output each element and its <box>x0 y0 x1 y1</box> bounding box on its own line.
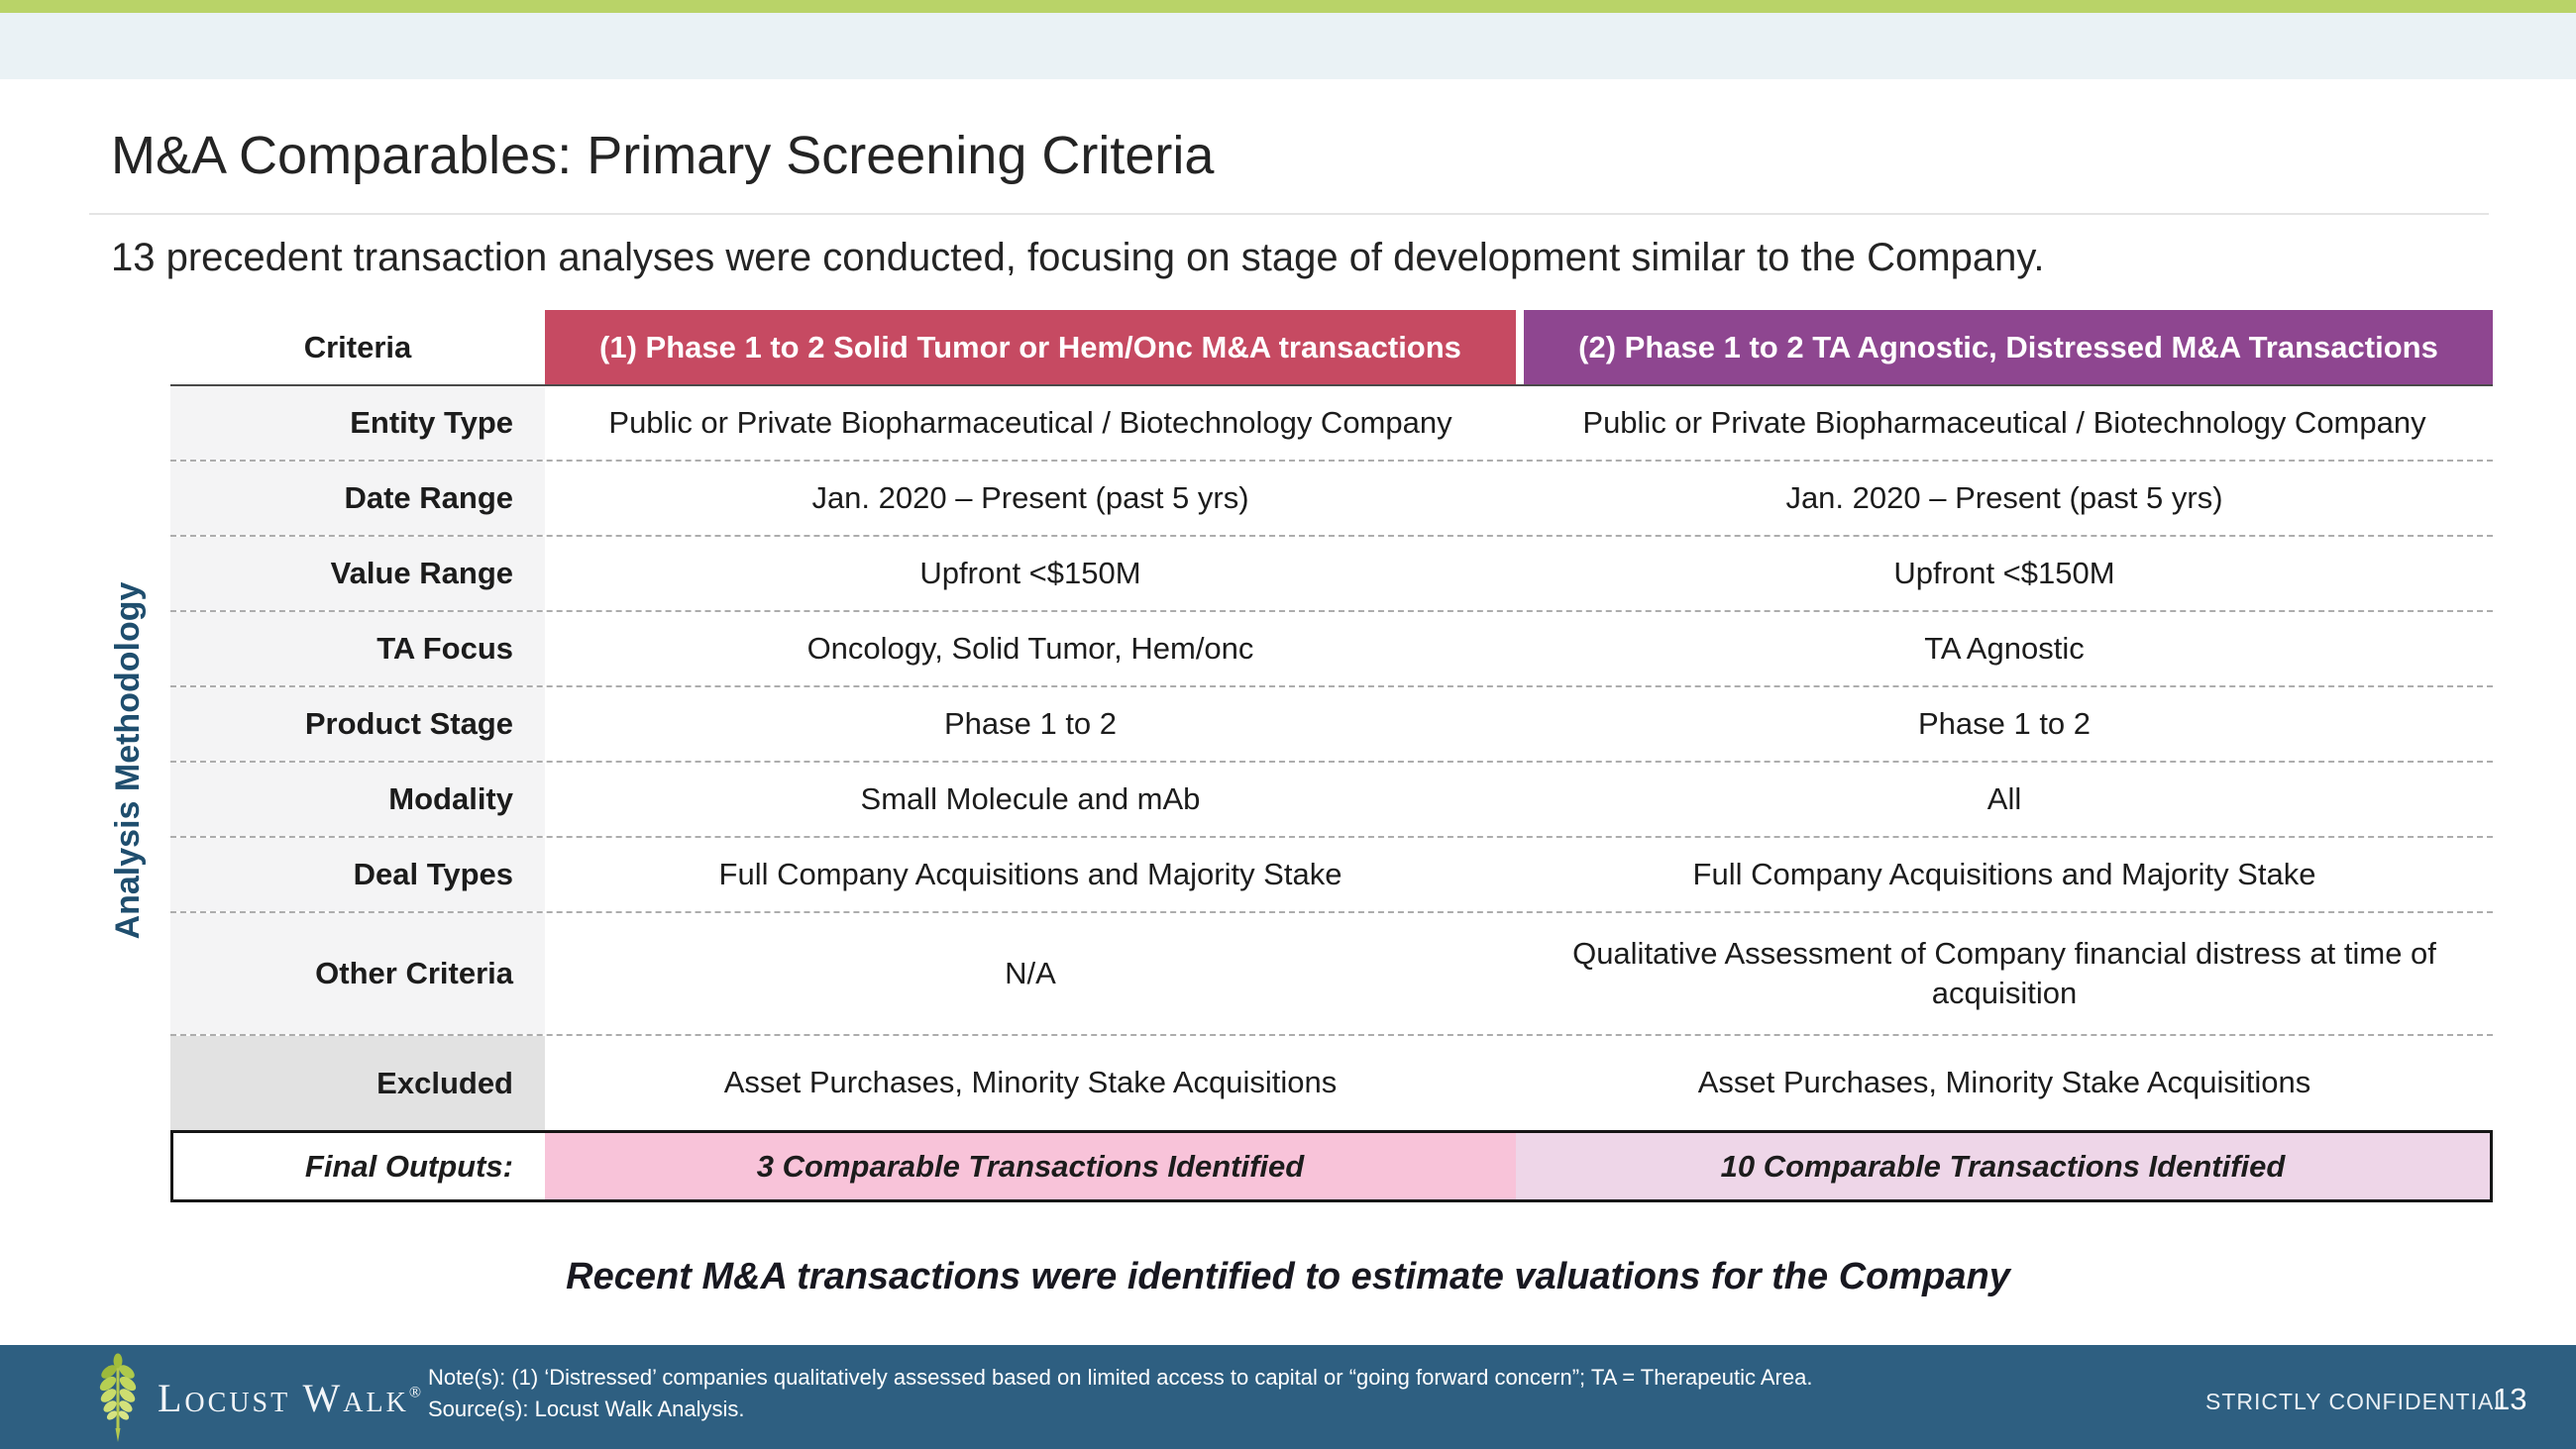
row-label: Date Range <box>170 462 545 535</box>
cell-screen2: All <box>1516 763 2493 836</box>
final-outputs-row: Final Outputs: 3 Comparable Transactions… <box>170 1130 2493 1202</box>
cell-screen2: Jan. 2020 – Present (past 5 yrs) <box>1516 462 2493 535</box>
cell-screen2: Qualitative Assessment of Company financ… <box>1516 913 2493 1034</box>
title-divider <box>89 213 2489 215</box>
table-row-other-criteria: Other Criteria N/A Qualitative Assessmen… <box>170 913 2493 1036</box>
page-title: M&A Comparables: Primary Screening Crite… <box>111 126 1215 185</box>
top-accent-bar <box>0 0 2576 13</box>
table-row-entity-type: Entity Type Public or Private Biopharmac… <box>170 386 2493 462</box>
screen1-column-header: (1) Phase 1 to 2 Solid Tumor or Hem/Onc … <box>545 310 1516 384</box>
cell-screen1: N/A <box>545 913 1516 1034</box>
header-gap <box>1516 310 1524 384</box>
top-strip <box>0 13 2576 79</box>
footnotes: Note(s): (1) ‘Distressed’ companies qual… <box>428 1362 1812 1425</box>
table-header-row: Criteria (1) Phase 1 to 2 Solid Tumor or… <box>170 310 2493 386</box>
cell-screen1: Jan. 2020 – Present (past 5 yrs) <box>545 462 1516 535</box>
footnote-line-2: Source(s): Locust Walk Analysis. <box>428 1396 745 1421</box>
row-label: Deal Types <box>170 838 545 911</box>
table-row-deal-types: Deal Types Full Company Acquisitions and… <box>170 838 2493 913</box>
footnote-line-1: Note(s): (1) ‘Distressed’ companies qual… <box>428 1365 1813 1390</box>
confidential-label: STRICTLY CONFIDENTIAL <box>2205 1389 2509 1414</box>
row-label: Value Range <box>170 537 545 610</box>
cell-screen1: Oncology, Solid Tumor, Hem/onc <box>545 612 1516 685</box>
locust-walk-logo: Locust Walk® <box>94 1353 424 1442</box>
cell-screen2: Upfront <$150M <box>1516 537 2493 610</box>
cell-screen2: Phase 1 to 2 <box>1516 687 2493 761</box>
footer-bar: Locust Walk® Note(s): (1) ‘Distressed’ c… <box>0 1345 2576 1449</box>
row-label: Modality <box>170 763 545 836</box>
table-row-date-range: Date Range Jan. 2020 – Present (past 5 y… <box>170 462 2493 537</box>
table-row-value-range: Value Range Upfront <$150M Upfront <$150… <box>170 537 2493 612</box>
row-label: Excluded <box>170 1036 545 1130</box>
analysis-methodology-label: Analysis Methodology <box>109 581 147 940</box>
cell-screen2: TA Agnostic <box>1516 612 2493 685</box>
logo-wordmark: Locust Walk <box>158 1375 409 1420</box>
row-label: Product Stage <box>170 687 545 761</box>
criteria-column-header: Criteria <box>170 310 545 384</box>
tagline: Recent M&A transactions were identified … <box>566 1256 2010 1297</box>
row-label: Entity Type <box>170 386 545 460</box>
cell-screen1: Public or Private Biopharmaceutical / Bi… <box>545 386 1516 460</box>
table-row-modality: Modality Small Molecule and mAb All <box>170 763 2493 838</box>
cell-screen1: Small Molecule and mAb <box>545 763 1516 836</box>
table-row-product-stage: Product Stage Phase 1 to 2 Phase 1 to 2 <box>170 687 2493 763</box>
table-row-excluded: Excluded Asset Purchases, Minority Stake… <box>170 1036 2493 1130</box>
cell-screen1: Full Company Acquisitions and Majority S… <box>545 838 1516 911</box>
screen2-column-header: (2) Phase 1 to 2 TA Agnostic, Distressed… <box>1524 310 2493 384</box>
slide-subtitle: 13 precedent transaction analyses were c… <box>111 236 2045 279</box>
row-label: TA Focus <box>170 612 545 685</box>
cell-screen1: Asset Purchases, Minority Stake Acquisit… <box>545 1036 1516 1130</box>
row-label: Other Criteria <box>170 913 545 1034</box>
final-output-screen2: 10 Comparable Transactions Identified <box>1516 1133 2490 1199</box>
registered-mark: ® <box>408 1384 424 1401</box>
cell-screen2: Asset Purchases, Minority Stake Acquisit… <box>1516 1036 2493 1130</box>
cell-screen1: Upfront <$150M <box>545 537 1516 610</box>
screening-criteria-table: Criteria (1) Phase 1 to 2 Solid Tumor or… <box>170 310 2493 1202</box>
final-output-screen1: 3 Comparable Transactions Identified <box>545 1133 1516 1199</box>
cell-screen2: Full Company Acquisitions and Majority S… <box>1516 838 2493 911</box>
table-row-ta-focus: TA Focus Oncology, Solid Tumor, Hem/onc … <box>170 612 2493 687</box>
logo-text: Locust Walk® <box>158 1375 424 1421</box>
cell-screen1: Phase 1 to 2 <box>545 687 1516 761</box>
locust-tree-icon <box>94 1353 142 1442</box>
cell-screen2: Public or Private Biopharmaceutical / Bi… <box>1516 386 2493 460</box>
page-number: 13 <box>2493 1382 2527 1416</box>
final-outputs-label: Final Outputs: <box>173 1133 545 1199</box>
